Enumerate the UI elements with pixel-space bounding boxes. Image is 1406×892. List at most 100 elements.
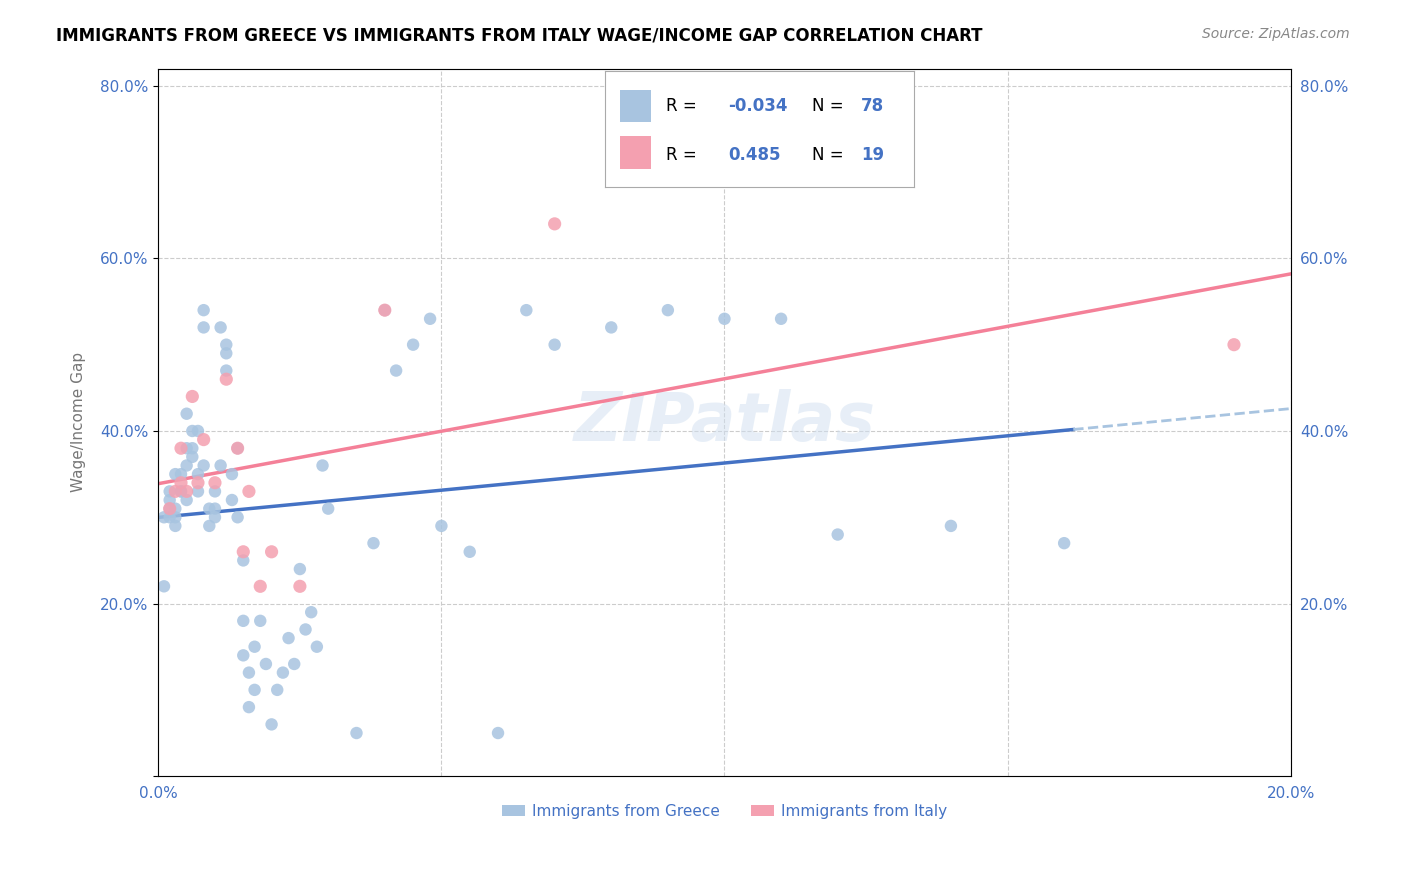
Point: [165, 519, 187, 533]
Point: [226, 510, 249, 524]
Point: [249, 614, 271, 628]
Point: [486, 726, 509, 740]
Point: [299, 605, 322, 619]
Point: [181, 442, 204, 456]
Point: [215, 372, 238, 386]
Point: [419, 311, 441, 326]
Point: [221, 467, 243, 482]
Point: [215, 363, 238, 377]
Point: [402, 337, 425, 351]
Point: [543, 217, 565, 231]
Point: [939, 519, 962, 533]
Point: [458, 545, 481, 559]
Point: [238, 484, 260, 499]
Point: [159, 484, 181, 499]
Point: [159, 501, 181, 516]
Point: [346, 726, 368, 740]
Point: [385, 363, 408, 377]
Point: [165, 510, 187, 524]
Point: [226, 442, 249, 456]
Text: IMMIGRANTS FROM GREECE VS IMMIGRANTS FROM ITALY WAGE/INCOME GAP CORRELATION CHAR: IMMIGRANTS FROM GREECE VS IMMIGRANTS FRO…: [56, 27, 983, 45]
Point: [159, 501, 181, 516]
Point: [159, 510, 181, 524]
Point: [165, 467, 187, 482]
Text: R =: R =: [666, 97, 703, 115]
Point: [209, 458, 232, 473]
Point: [198, 519, 221, 533]
Point: [1053, 536, 1076, 550]
Point: [238, 700, 260, 714]
Point: [232, 614, 254, 628]
Point: [238, 665, 260, 680]
Point: [288, 562, 311, 576]
Point: [176, 407, 198, 421]
Point: [311, 458, 333, 473]
Text: 78: 78: [862, 97, 884, 115]
Text: Source: ZipAtlas.com: Source: ZipAtlas.com: [1202, 27, 1350, 41]
Point: [193, 320, 215, 334]
Point: [176, 484, 198, 499]
Point: [181, 389, 204, 403]
Point: [243, 640, 266, 654]
Point: [193, 433, 215, 447]
Point: [271, 665, 294, 680]
Point: [204, 510, 226, 524]
Point: [374, 303, 396, 318]
Point: [153, 510, 176, 524]
Point: [232, 648, 254, 663]
Text: N =: N =: [811, 146, 849, 164]
Point: [170, 475, 193, 490]
Point: [827, 527, 849, 541]
Point: [204, 484, 226, 499]
Point: [430, 519, 453, 533]
Point: [374, 303, 396, 318]
Point: [176, 493, 198, 508]
Point: [515, 303, 537, 318]
Point: [288, 579, 311, 593]
Legend: Immigrants from Greece, Immigrants from Italy: Immigrants from Greece, Immigrants from …: [495, 798, 953, 825]
Point: [232, 545, 254, 559]
Point: [283, 657, 305, 671]
Point: [170, 484, 193, 499]
Point: [305, 640, 328, 654]
Point: [215, 346, 238, 360]
Text: 0.485: 0.485: [728, 146, 780, 164]
Text: R =: R =: [666, 146, 703, 164]
Point: [226, 442, 249, 456]
Point: [657, 303, 679, 318]
Point: [176, 442, 198, 456]
Point: [215, 337, 238, 351]
Text: 19: 19: [862, 146, 884, 164]
Point: [165, 501, 187, 516]
Point: [153, 579, 176, 593]
Point: [363, 536, 385, 550]
Point: [181, 450, 204, 464]
Point: [204, 501, 226, 516]
Point: [165, 484, 187, 499]
Text: ZIPatlas: ZIPatlas: [574, 389, 876, 455]
Point: [187, 475, 209, 490]
Point: [294, 623, 316, 637]
Point: [187, 424, 209, 438]
Point: [198, 501, 221, 516]
Point: [170, 442, 193, 456]
Point: [266, 682, 288, 697]
Point: [543, 337, 565, 351]
Point: [243, 682, 266, 697]
Point: [1223, 337, 1246, 351]
Point: [187, 484, 209, 499]
Point: [316, 501, 339, 516]
Point: [159, 493, 181, 508]
Point: [187, 467, 209, 482]
Y-axis label: Wage/Income Gap: Wage/Income Gap: [72, 352, 86, 492]
Point: [193, 458, 215, 473]
Point: [260, 545, 283, 559]
Point: [204, 475, 226, 490]
Point: [600, 320, 623, 334]
Point: [232, 553, 254, 567]
Point: [277, 631, 299, 645]
Point: [170, 467, 193, 482]
Point: [254, 657, 277, 671]
Point: [170, 484, 193, 499]
Text: N =: N =: [811, 97, 849, 115]
